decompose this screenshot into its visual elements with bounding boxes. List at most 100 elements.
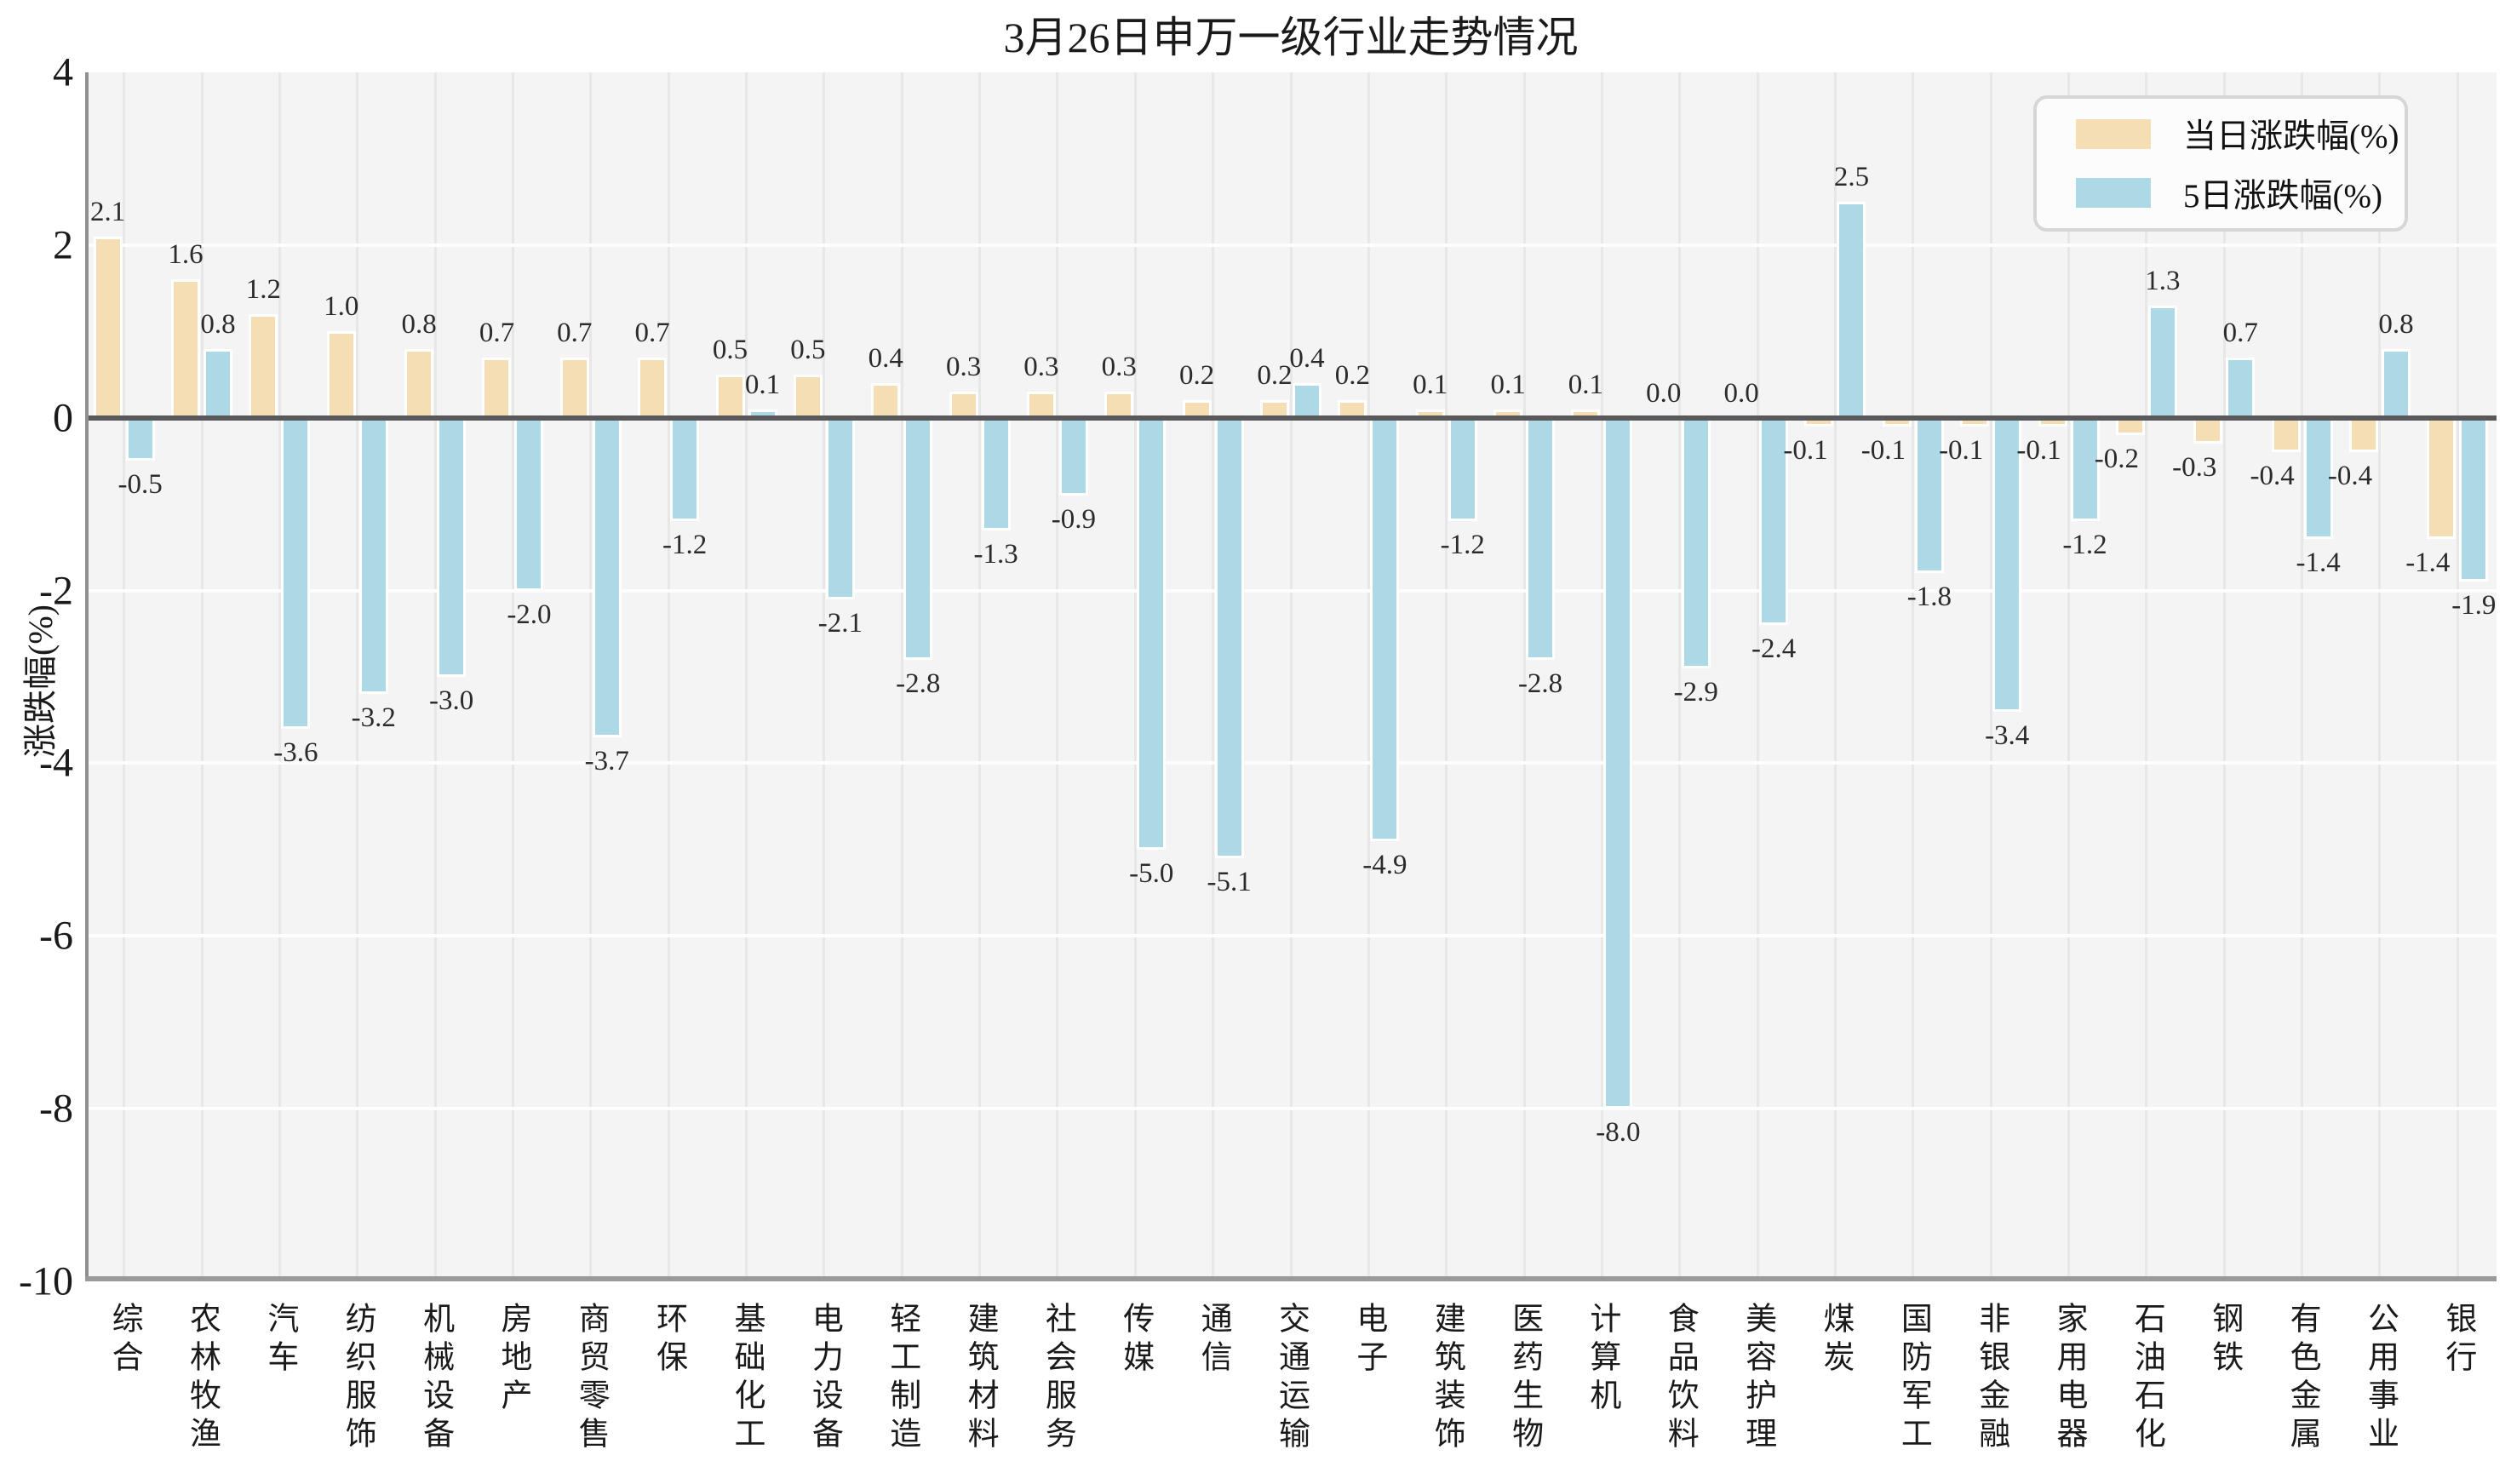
bar-daily	[2348, 417, 2378, 453]
value-label-daily: 0.5	[712, 335, 748, 365]
zero-axis-line	[85, 415, 2497, 421]
value-label-daily: 0.1	[1413, 369, 1448, 400]
bar-5day	[125, 417, 155, 461]
value-label-5day: -2.9	[1673, 676, 1718, 708]
bar-daily	[404, 348, 434, 418]
value-label-daily: 1.6	[168, 239, 204, 271]
bar-daily	[2115, 417, 2145, 435]
v-gridline	[1833, 72, 1837, 1281]
y-tick-label: 0	[53, 395, 73, 441]
value-label-daily: -0.1	[2016, 434, 2061, 466]
x-category-label: 电子	[1350, 1302, 1386, 1378]
plot-area: 2.1 1.6 1.2 1.0 0.8 0.7 0.7 0.7 0.5 0.5 0.4 0.3 0.3 0…	[85, 72, 2497, 1281]
x-category-label: 国防军工	[1895, 1302, 1931, 1455]
y-tick-label: -2	[39, 568, 73, 614]
value-label-daily: -0.1	[1860, 434, 1906, 466]
y-axis-label: 涨跌幅(%)	[21, 604, 60, 758]
value-label-5day: -0.5	[118, 469, 163, 501]
bar-5day	[358, 417, 388, 695]
bar-5day	[1137, 417, 1167, 850]
value-label-daily: 0.3	[1023, 352, 1059, 383]
x-category-label: 房地产	[495, 1302, 530, 1417]
value-label-5day: -8.0	[1596, 1117, 1641, 1149]
y-axis-spine	[85, 72, 89, 1281]
bar-daily	[249, 314, 278, 418]
bar-5day	[903, 417, 933, 660]
y-tick-label: -8	[39, 1086, 73, 1132]
x-category-label: 电力设备	[806, 1302, 842, 1455]
bar-5day	[2303, 417, 2333, 539]
bar-5day	[514, 417, 544, 591]
v-gridline	[356, 72, 359, 1281]
value-label-daily: 0.5	[790, 335, 826, 365]
h-gridline	[85, 761, 2497, 765]
value-label-5day: -1.3	[973, 538, 1018, 570]
value-label-5day: -4.9	[1362, 849, 1407, 880]
value-label-5day: -3.2	[351, 702, 396, 734]
x-category-label: 轻工制造	[884, 1302, 920, 1455]
y-tick-label: 4	[53, 49, 73, 95]
v-gridline	[745, 72, 748, 1281]
x-axis-spine	[85, 1276, 2497, 1281]
value-label-5day: -1.2	[1440, 530, 1485, 561]
bar-5day	[981, 417, 1011, 530]
v-gridline	[1133, 72, 1137, 1281]
x-category-label: 农林牧渔	[184, 1302, 220, 1455]
value-label-5day: -5.0	[1129, 857, 1174, 889]
value-label-5day: -1.9	[2451, 590, 2497, 622]
chart-title: 3月26日申万一级行业走势情况	[1003, 14, 1579, 61]
bar-daily	[793, 375, 823, 418]
value-label-5day: -2.0	[507, 599, 552, 630]
x-category-label: 综合	[106, 1302, 142, 1378]
v-gridline	[278, 72, 281, 1281]
v-gridline	[823, 72, 826, 1281]
bar-5day	[2381, 348, 2411, 418]
value-label-5day: -1.2	[662, 530, 708, 561]
x-category-label: 有色金属	[2285, 1302, 2320, 1455]
bar-5day	[670, 417, 700, 522]
x-category-label: 建筑材料	[962, 1302, 998, 1455]
x-category-label: 交通运输	[1273, 1302, 1309, 1455]
x-category-label: 通信	[1195, 1302, 1231, 1378]
legend-entry-5day: 5日涨跌幅(%)	[2037, 169, 2405, 217]
value-label-5day: -3.6	[273, 736, 318, 768]
v-gridline	[1367, 72, 1370, 1281]
v-gridline	[2067, 72, 2071, 1281]
bar-5day	[2459, 417, 2489, 582]
legend-label-daily: 当日涨跌幅(%)	[2183, 118, 2399, 156]
h-gridline	[85, 934, 2497, 938]
v-gridline	[1445, 72, 1448, 1281]
value-label-5day: 1.3	[2145, 265, 2181, 296]
x-category-label: 机械设备	[417, 1302, 453, 1455]
v-gridline	[123, 72, 126, 1281]
value-label-5day: -1.8	[1906, 582, 1952, 613]
x-category-label: 医药生物	[1506, 1302, 1542, 1455]
y-tick-label: 2	[53, 222, 73, 268]
value-label-daily: 0.7	[634, 317, 670, 348]
bar-daily	[871, 383, 901, 418]
bar-5day	[2226, 357, 2256, 418]
legend-swatch-5day-icon	[2076, 178, 2151, 209]
value-label-5day: -2.8	[1517, 668, 1563, 699]
h-gridline	[85, 1107, 2497, 1111]
v-gridline	[978, 72, 982, 1281]
value-label-daily: 0.3	[945, 352, 982, 383]
x-category-label: 食品饮料	[1662, 1302, 1698, 1455]
value-label-5day: -0.9	[1051, 504, 1097, 535]
x-category-label: 环保	[651, 1302, 686, 1378]
legend-swatch-daily-icon	[2076, 118, 2151, 149]
value-label-daily: 0.0	[1646, 377, 1682, 409]
bar-5day	[437, 417, 467, 677]
bar-5day	[204, 348, 233, 418]
value-label-5day: -2.4	[1751, 633, 1797, 665]
value-label-daily: 0.7	[479, 317, 515, 348]
bar-daily	[638, 357, 668, 418]
v-gridline	[1289, 72, 1293, 1281]
bar-5day	[2147, 305, 2177, 418]
v-gridline	[589, 72, 593, 1281]
h-gridline	[85, 588, 2497, 593]
bar-5day	[1058, 417, 1088, 496]
bar-5day	[281, 417, 311, 729]
value-label-5day: -2.8	[896, 668, 941, 699]
y-tick-label: -6	[39, 913, 73, 959]
